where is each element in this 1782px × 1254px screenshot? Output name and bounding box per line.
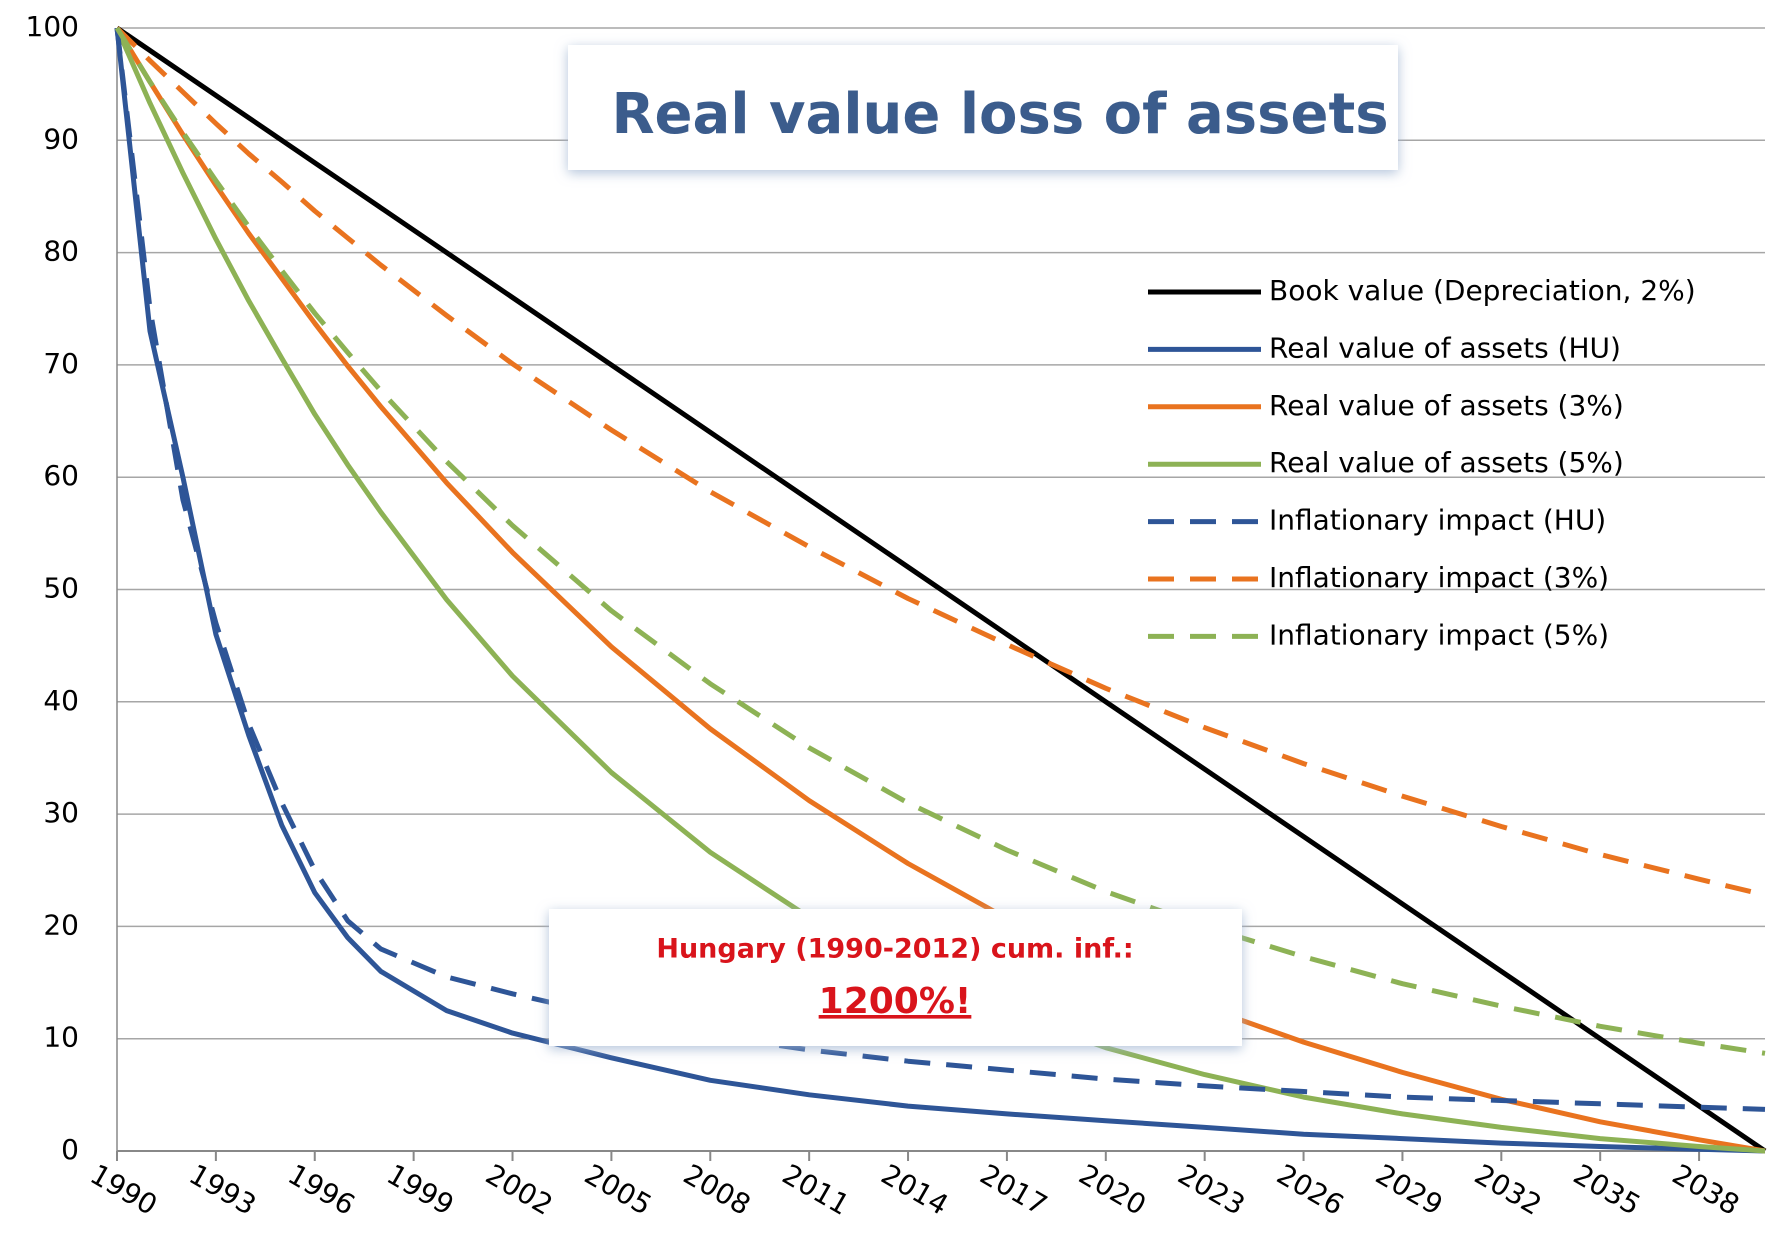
legend-label: Real value of assets (5%) (1269, 446, 1624, 479)
x-tick-label: 2035 (1568, 1158, 1646, 1222)
x-tick-label: 1993 (184, 1158, 262, 1222)
x-tick-label: 2002 (480, 1158, 558, 1222)
series-line (115, 26, 1766, 898)
y-tick-label: 20 (43, 908, 79, 941)
x-tick-label: 2008 (678, 1158, 756, 1222)
title-box (568, 45, 1398, 170)
legend: Book value (Depreciation, 2%) Real value … (1148, 274, 1696, 651)
annotation-box (549, 909, 1242, 1046)
series-line (115, 25, 1767, 1154)
chart-title: Real value loss of assets (611, 82, 1388, 147)
legend-label: Real value of assets (3%) (1269, 389, 1624, 422)
x-tick-label: 2005 (579, 1158, 657, 1222)
x-tick-label: 2020 (1073, 1158, 1151, 1222)
y-tick-label: 100 (26, 10, 79, 43)
y-tick-label: 10 (43, 1021, 79, 1054)
y-tick-label: 70 (43, 347, 79, 380)
y-tick-label: 40 (43, 684, 79, 717)
y-tick-label: 60 (43, 459, 79, 492)
legend-label: Inflationary impact (HU) (1269, 504, 1606, 537)
series-line (114, 26, 1766, 1056)
y-tick-label: 30 (43, 796, 79, 829)
y-tick-label: 0 (61, 1133, 79, 1166)
annotation-value: 1200%! (819, 981, 972, 1022)
x-tick-label: 2026 (1271, 1158, 1349, 1222)
x-tick-label: 1996 (282, 1158, 360, 1222)
y-tick-label: 90 (43, 122, 79, 155)
y-tick-label: 80 (43, 235, 79, 268)
x-tick-label: 1990 (85, 1158, 163, 1222)
x-tick-label: 2023 (1172, 1158, 1250, 1222)
legend-label: Book value (Depreciation, 2%) (1269, 274, 1696, 307)
x-tick-label: 1999 (381, 1158, 459, 1222)
x-tick-label: 2017 (975, 1158, 1053, 1222)
annotation: Hungary (1990-2012) cum. inf.: (656, 934, 1133, 965)
legend-label: Real value of assets (HU) (1269, 331, 1621, 364)
series-line (114, 26, 1766, 1154)
series-line (114, 26, 1766, 1154)
series-line (114, 27, 1766, 1154)
y-tick-label: 50 (43, 572, 79, 605)
x-tick-label: 2014 (876, 1158, 954, 1222)
x-tick-label: 2029 (1370, 1158, 1448, 1222)
legend-label: Inflationary impact (5%) (1269, 618, 1609, 651)
x-tick-label: 2038 (1667, 1158, 1745, 1222)
legend-label: Inflationary impact (3%) (1269, 561, 1609, 594)
x-tick-label: 2011 (777, 1158, 855, 1222)
x-tick-label: 2032 (1469, 1158, 1547, 1222)
